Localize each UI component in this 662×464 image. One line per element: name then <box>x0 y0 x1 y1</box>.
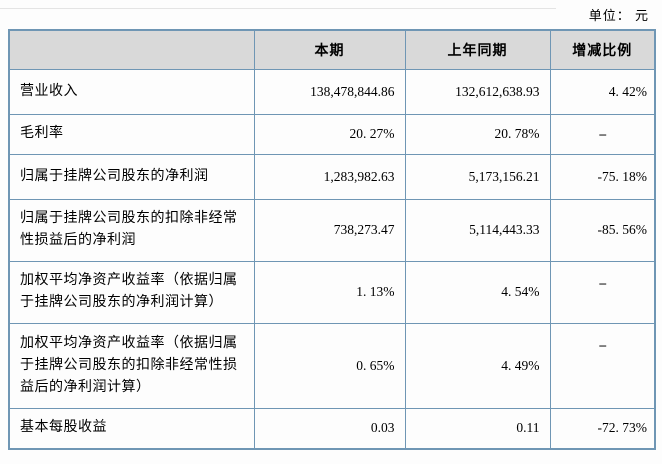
prior-value: 132,612,638.93 <box>404 68 551 115</box>
current-value: 1,283,982.63 <box>253 153 406 200</box>
table-row-weighted-avg-roe: 加权平均净资产收益率（依据归属于挂牌公司股东的净利润计算） 1. 13% 4. … <box>8 260 656 324</box>
current-value: 738,273.47 <box>253 198 406 262</box>
prior-value: 4. 54% <box>404 260 551 324</box>
table-row-net-profit-excl-nonrecurring: 归属于挂牌公司股东的扣除非经常性损益后的净利润 738,273.47 5,114… <box>8 198 656 262</box>
table-row-basic-eps: 基本每股收益 0.03 0.11 -72. 73% <box>8 407 656 450</box>
header-current-period: 本期 <box>253 29 406 70</box>
current-value: 20. 27% <box>253 113 406 155</box>
current-value: 1. 13% <box>253 260 406 324</box>
table-row-operating-revenue: 营业收入 138,478,844.86 132,612,638.93 4. 42… <box>8 68 656 115</box>
change-value: 4. 42% <box>549 68 656 115</box>
change-value: -72. 73% <box>549 407 656 450</box>
change-value: – <box>549 322 656 409</box>
row-label: 毛利率 <box>8 113 255 155</box>
header-change-ratio: 增减比例 <box>549 29 656 70</box>
unit-label: 单位： 元 <box>588 8 649 23</box>
current-value: 138,478,844.86 <box>253 68 406 115</box>
current-value: 0. 65% <box>253 322 406 409</box>
prior-value: 0.11 <box>404 407 551 450</box>
table-row-weighted-avg-roe-excl-nonrecurring: 加权平均净资产收益率（依据归属于挂牌公司股东的扣除非经常性损益后的净利润计算） … <box>8 322 656 409</box>
row-label: 归属于挂牌公司股东的净利润 <box>8 153 255 200</box>
row-label: 加权平均净资产收益率（依据归属于挂牌公司股东的扣除非经常性损益后的净利润计算） <box>8 322 255 409</box>
change-value: -75. 18% <box>549 153 656 200</box>
table-row-net-profit: 归属于挂牌公司股东的净利润 1,283,982.63 5,173,156.21 … <box>8 153 656 200</box>
prior-value: 5,173,156.21 <box>404 153 551 200</box>
header-row: 本期 上年同期 增减比例 <box>8 29 656 70</box>
current-value: 0.03 <box>253 407 406 450</box>
change-value: -85. 56% <box>549 198 656 262</box>
row-label: 基本每股收益 <box>8 407 255 450</box>
table-row-gross-margin: 毛利率 20. 27% 20. 78% – <box>8 113 656 155</box>
header-prior-period: 上年同期 <box>404 29 551 70</box>
row-label: 营业收入 <box>8 68 255 115</box>
top-divider <box>0 8 556 9</box>
header-metric <box>8 29 255 70</box>
change-value: – <box>549 113 656 155</box>
row-label: 归属于挂牌公司股东的扣除非经常性损益后的净利润 <box>8 198 255 262</box>
change-value: – <box>549 260 656 324</box>
row-label: 加权平均净资产收益率（依据归属于挂牌公司股东的净利润计算） <box>8 260 255 324</box>
financial-summary-table: 本期 上年同期 增减比例 营业收入 138,478,844.86 132,612… <box>8 29 656 450</box>
prior-value: 4. 49% <box>404 322 551 409</box>
prior-value: 5,114,443.33 <box>404 198 551 262</box>
prior-value: 20. 78% <box>404 113 551 155</box>
